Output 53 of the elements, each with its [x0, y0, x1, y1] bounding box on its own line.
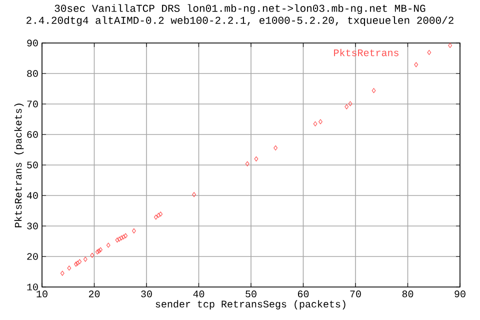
x-axis-title: sender tcp RetransSegs (packets) [156, 300, 346, 310]
point [83, 256, 88, 262]
y-tick-label: 40 [26, 192, 38, 199]
x-tick-label: 90 [454, 290, 466, 298]
point [158, 212, 163, 217]
point [154, 214, 158, 220]
point [60, 270, 64, 276]
chart-title: 30sec VanillaTCP DRS lon01.mb-ng.net->lon03.mb-ng.net MB-NG [54, 4, 426, 14]
point [313, 121, 318, 126]
x-tick-label: 40 [193, 290, 204, 298]
point [90, 252, 94, 258]
y-tick-label: 50 [27, 162, 38, 168]
point [192, 192, 196, 198]
x-tick-label: 80 [402, 290, 414, 298]
y-axis-title: PktsRetrans (packets) [14, 104, 24, 228]
point [122, 234, 126, 240]
point [106, 242, 110, 248]
y-tick-label: 60 [27, 131, 38, 138]
point [318, 119, 322, 124]
series-label: PktsRetrans [334, 48, 398, 56]
point [132, 228, 136, 234]
x-tick-label: 50 [246, 290, 256, 298]
point [448, 42, 452, 48]
point [245, 161, 250, 166]
point [372, 88, 376, 94]
point [76, 260, 80, 266]
point [67, 266, 72, 271]
y-tick-label: 70 [27, 100, 38, 108]
point [98, 247, 102, 252]
y-tick-label: 90 [27, 40, 38, 46]
x-tick-label: 70 [350, 290, 361, 298]
y-tick-label: 80 [27, 70, 38, 77]
point [119, 235, 124, 240]
x-tick-label: 20 [88, 290, 100, 298]
y-tick-label: 30 [27, 222, 38, 230]
point [274, 145, 278, 150]
x-tick-label: 60 [298, 290, 309, 298]
point [95, 249, 100, 254]
x-tick-label: 10 [36, 290, 48, 298]
point [74, 262, 78, 267]
point [156, 212, 160, 218]
point [427, 50, 432, 55]
x-tick-label: 30 [141, 290, 152, 298]
y-tick-label: 20 [27, 253, 38, 260]
point [115, 238, 120, 243]
point [414, 62, 418, 68]
point [344, 104, 349, 110]
point [348, 101, 352, 106]
point [97, 248, 101, 254]
chart-subtitle: 2.4.20dtg4 altAIMD-0.2 web100-2.2.1, e1000-5.2.20, txqueuelen 2000/2 [26, 16, 454, 26]
point [78, 259, 82, 264]
point [254, 156, 258, 162]
y-tick-label: 10 [27, 284, 38, 290]
